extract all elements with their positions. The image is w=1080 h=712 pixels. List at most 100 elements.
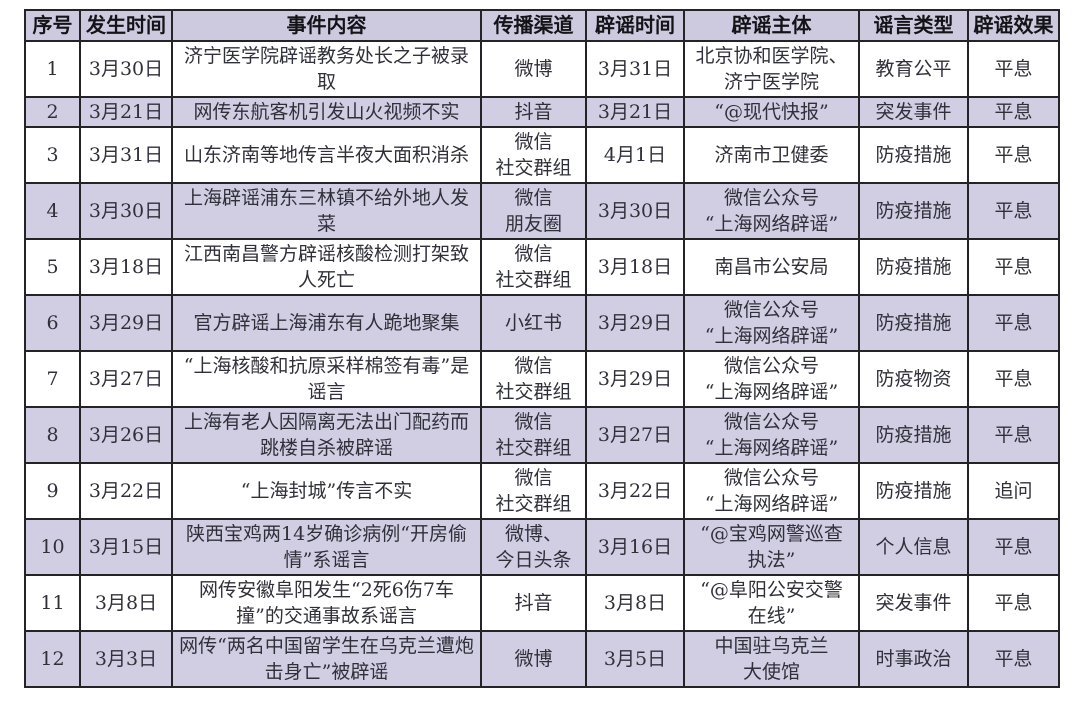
table-header-row: 序号 发生时间 事件内容 传播渠道 辟谣时间 辟谣主体 谣言类型 辟谣效果	[24, 9, 1060, 42]
cell-index: 8	[24, 406, 81, 464]
table-row: 1 3月30日 济宁医学院辟谣教务处长之子被录取 微博 3月31日 北京协和医学院、 济宁…	[24, 40, 1060, 98]
cell-index: 6	[24, 294, 81, 352]
cell-effect: 平息	[967, 96, 1060, 128]
cell-refuter: 北京协和医学院、 济宁医学院	[683, 40, 860, 98]
cell-index: 2	[24, 96, 81, 128]
cell-refuter: 中国驻乌克兰 大使馆	[683, 630, 860, 688]
cell-refute-date: 3月21日	[585, 96, 685, 128]
cell-refuter: 微信公众号 “上海网络辟谣”	[683, 182, 860, 240]
header-cell-index: 序号	[24, 9, 81, 42]
cell-refute-date: 3月22日	[585, 462, 685, 520]
cell-event: 网传东航客机引发山火视频不实	[171, 96, 482, 128]
cell-rumor-type: 防疫措施	[858, 238, 969, 296]
cell-rumor-type: 突发事件	[858, 96, 969, 128]
cell-index: 10	[24, 518, 81, 576]
cell-rumor-type: 突发事件	[858, 574, 969, 632]
table-row: 8 3月26日 上海有老人因隔离无法出门配药而跳楼自杀被辟谣 微信 社交群组 3月27日…	[24, 406, 1060, 464]
cell-occur-date: 3月18日	[79, 238, 173, 296]
header-cell-occur-date: 发生时间	[79, 9, 173, 42]
table-row: 9 3月22日 “上海封城”传言不实 微信 社交群组 3月22日 微信公众号 “上海网络辟…	[24, 462, 1060, 520]
cell-rumor-type: 防疫措施	[858, 182, 969, 240]
header-cell-rumor-type: 谣言类型	[858, 9, 969, 42]
cell-refuter: 微信公众号 “上海网络辟谣”	[683, 462, 860, 520]
cell-event: 江西南昌警方辟谣核酸检测打架致人死亡	[171, 238, 482, 296]
cell-channel: 微信 社交群组	[480, 462, 587, 520]
header-cell-event: 事件内容	[171, 9, 482, 42]
cell-event: 上海有老人因隔离无法出门配药而跳楼自杀被辟谣	[171, 406, 482, 464]
cell-channel: 微信 社交群组	[480, 238, 587, 296]
cell-refute-date: 3月18日	[585, 238, 685, 296]
cell-channel: 小红书	[480, 294, 587, 352]
cell-event: 陕西宝鸡两14岁确诊病例“开房偷情”系谣言	[171, 518, 482, 576]
cell-occur-date: 3月22日	[79, 462, 173, 520]
cell-channel: 微信 朋友圈	[480, 182, 587, 240]
table-row: 12 3月3日 网传“两名中国留学生在乌克兰遭炮击身亡”被辟谣 微博 3月5日 中国驻乌克…	[24, 630, 1060, 688]
table-row: 3 3月31日 山东济南等地传言半夜大面积消杀 微信 社交群组 4月1日 济南市卫健委 防疫…	[24, 126, 1060, 184]
cell-index: 12	[24, 630, 81, 688]
cell-effect: 平息	[967, 294, 1060, 352]
cell-refuter: “@现代快报”	[683, 96, 860, 128]
cell-rumor-type: 防疫措施	[858, 406, 969, 464]
cell-occur-date: 3月8日	[79, 574, 173, 632]
cell-index: 4	[24, 182, 81, 240]
cell-refuter: 南昌市公安局	[683, 238, 860, 296]
cell-rumor-type: 时事政治	[858, 630, 969, 688]
cell-refute-date: 3月27日	[585, 406, 685, 464]
table-row: 10 3月15日 陕西宝鸡两14岁确诊病例“开房偷情”系谣言 微博、 今日头条 3月16…	[24, 518, 1060, 576]
cell-event: 济宁医学院辟谣教务处长之子被录取	[171, 40, 482, 98]
cell-index: 3	[24, 126, 81, 184]
table-row: 4 3月30日 上海辟谣浦东三林镇不给外地人发菜 微信 朋友圈 3月30日 微信公众号 “…	[24, 182, 1060, 240]
header-cell-channel: 传播渠道	[480, 9, 587, 42]
cell-event: 官方辟谣上海浦东有人跪地聚集	[171, 294, 482, 352]
cell-event: 网传“两名中国留学生在乌克兰遭炮击身亡”被辟谣	[171, 630, 482, 688]
cell-channel: 抖音	[480, 96, 587, 128]
header-cell-effect: 辟谣效果	[967, 9, 1060, 42]
cell-refute-date: 3月8日	[585, 574, 685, 632]
cell-channel: 微博	[480, 630, 587, 688]
cell-rumor-type: 个人信息	[858, 518, 969, 576]
cell-effect: 追问	[967, 462, 1060, 520]
cell-event: “上海核酸和抗原采样棉签有毒”是谣言	[171, 350, 482, 408]
cell-channel: 微博	[480, 40, 587, 98]
cell-refuter: 济南市卫健委	[683, 126, 860, 184]
cell-effect: 平息	[967, 406, 1060, 464]
cell-occur-date: 3月29日	[79, 294, 173, 352]
cell-refuter: 微信公众号 “上海网络辟谣”	[683, 406, 860, 464]
cell-channel: 微信 社交群组	[480, 406, 587, 464]
cell-refute-date: 3月29日	[585, 350, 685, 408]
cell-refute-date: 3月30日	[585, 182, 685, 240]
cell-occur-date: 3月30日	[79, 40, 173, 98]
cell-effect: 平息	[967, 574, 1060, 632]
cell-refute-date: 4月1日	[585, 126, 685, 184]
cell-event: 山东济南等地传言半夜大面积消杀	[171, 126, 482, 184]
table-row: 11 3月8日 网传安徽阜阳发生“2死6伤7车撞”的交通事故系谣言 抖音 3月8日 “@阜…	[24, 574, 1060, 632]
cell-refuter: “@阜阳公安交警 在线”	[683, 574, 860, 632]
cell-channel: 微信 社交群组	[480, 126, 587, 184]
cell-effect: 平息	[967, 238, 1060, 296]
cell-refute-date: 3月16日	[585, 518, 685, 576]
table-row: 5 3月18日 江西南昌警方辟谣核酸检测打架致人死亡 微信 社交群组 3月18日 南昌市公…	[24, 238, 1060, 296]
cell-rumor-type: 教育公平	[858, 40, 969, 98]
cell-occur-date: 3月31日	[79, 126, 173, 184]
cell-occur-date: 3月30日	[79, 182, 173, 240]
table-row: 7 3月27日 “上海核酸和抗原采样棉签有毒”是谣言 微信 社交群组 3月29日 微信公众…	[24, 350, 1060, 408]
cell-effect: 平息	[967, 518, 1060, 576]
table-body: 1 3月30日 济宁医学院辟谣教务处长之子被录取 微博 3月31日 北京协和医学院、 济宁…	[24, 40, 1060, 688]
cell-index: 1	[24, 40, 81, 98]
cell-rumor-type: 防疫物资	[858, 350, 969, 408]
cell-effect: 平息	[967, 182, 1060, 240]
cell-refute-date: 3月31日	[585, 40, 685, 98]
cell-refuter: 微信公众号 “上海网络辟谣”	[683, 350, 860, 408]
cell-refuter: 微信公众号 “上海网络辟谣”	[683, 294, 860, 352]
cell-refuter: “@宝鸡网警巡查 执法”	[683, 518, 860, 576]
cell-index: 7	[24, 350, 81, 408]
cell-index: 11	[24, 574, 81, 632]
cell-effect: 平息	[967, 630, 1060, 688]
cell-channel: 微信 社交群组	[480, 350, 587, 408]
cell-rumor-type: 防疫措施	[858, 294, 969, 352]
cell-occur-date: 3月15日	[79, 518, 173, 576]
cell-index: 9	[24, 462, 81, 520]
cell-event: 上海辟谣浦东三林镇不给外地人发菜	[171, 182, 482, 240]
